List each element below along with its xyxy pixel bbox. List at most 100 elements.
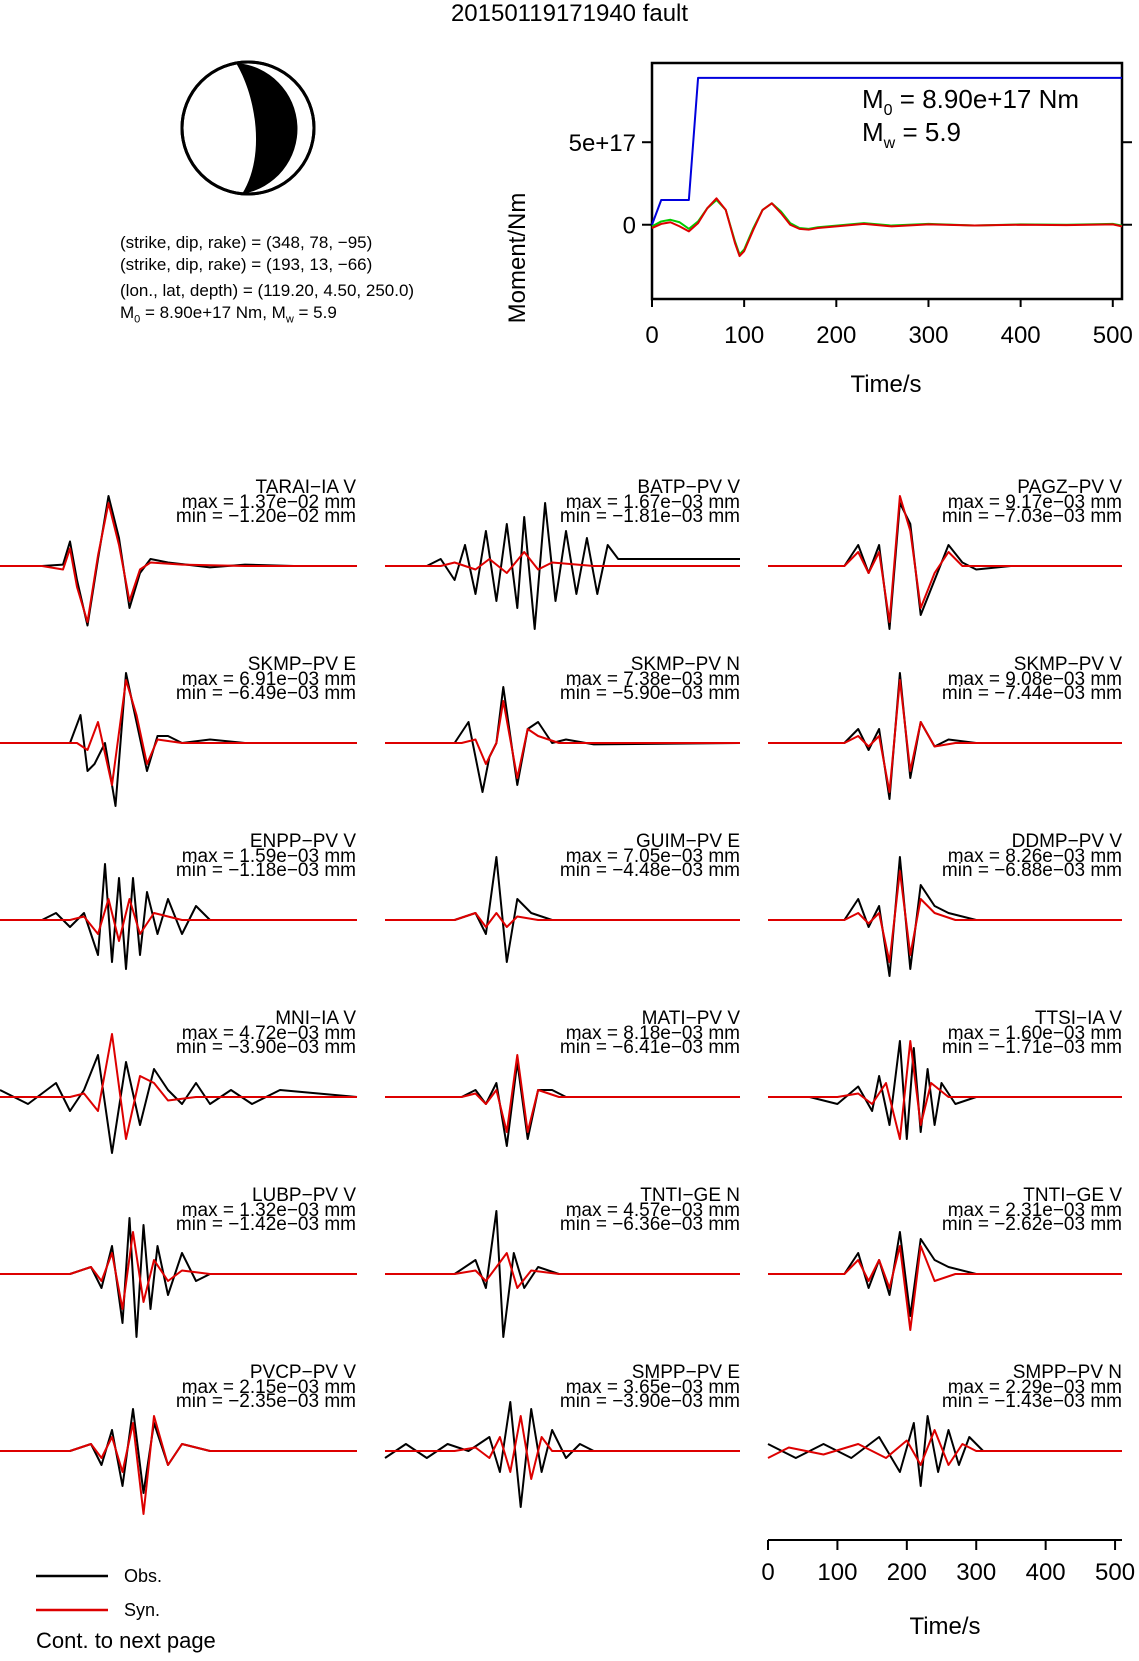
nodal-plane-1: (strike, dip, rake) = (348, 78, −95): [120, 233, 373, 252]
moment-ytick-label: 5e+17: [569, 130, 636, 157]
station-min: min = −1.18e−03 mm: [175, 860, 356, 881]
station-name: SMPP−PV N: [1012, 1362, 1122, 1383]
station-max: max = 8.26e−03 mm: [947, 846, 1122, 867]
station-name: LUBP−PV V: [251, 1185, 356, 1206]
trace-synthetic: [385, 1415, 740, 1480]
trace-synthetic: [0, 679, 357, 786]
mechanism-params: (strike, dip, rake) = (348, 78, −95) (st…: [120, 232, 414, 330]
station-max: max = 2.31e−03 mm: [947, 1200, 1122, 1221]
trace-observed: [0, 1217, 357, 1338]
station-name: TNTI−GE N: [640, 1185, 740, 1206]
station-name: MATI−PV V: [641, 1008, 740, 1029]
trace-observed: [385, 502, 740, 630]
page-title: 20150119171940 fault: [450, 0, 689, 27]
moment-xtick-label: 100: [724, 322, 764, 349]
station-name: PAGZ−PV V: [1017, 477, 1122, 498]
station-max: max = 1.37e−02 mm: [181, 492, 356, 513]
moment-series-0: [651, 76, 1122, 226]
trace-observed: [768, 502, 1122, 630]
station-min: min = −6.49e−03 mm: [175, 683, 356, 704]
focal-mechanism-beachball: [180, 60, 316, 196]
moment-xlabel: Time/s: [850, 371, 921, 398]
waveform-xtick-label: 500: [1095, 1559, 1135, 1586]
station-max: max = 4.57e−03 mm: [565, 1200, 740, 1221]
legend-syn-label: Syn.: [124, 1600, 160, 1620]
station-min: min = −1.71e−03 mm: [941, 1037, 1122, 1058]
station-max: max = 1.60e−03 mm: [947, 1023, 1122, 1044]
trace-synthetic: [385, 1252, 740, 1289]
moment-xtick-label: 200: [816, 322, 856, 349]
station-max: max = 6.91e−03 mm: [181, 669, 356, 690]
station-name: ENPP−PV V: [249, 831, 356, 852]
station-max: max = 9.08e−03 mm: [947, 669, 1122, 690]
annotation-m0: M0 = 8.90e+17 Nm: [862, 84, 1079, 119]
trace-observed: [385, 1061, 740, 1147]
station-min: min = −1.81e−03 mm: [559, 506, 740, 527]
station-name: SKMP−PV E: [247, 654, 356, 675]
trace-observed: [768, 1231, 1122, 1317]
station-name: SKMP−PV N: [630, 654, 740, 675]
trace-synthetic: [768, 495, 1122, 623]
station-min: min = −4.48e−03 mm: [559, 860, 740, 881]
waveform-xtick-label: 200: [887, 1559, 927, 1586]
trace-observed: [0, 1054, 358, 1154]
waveform-xtick-label: 300: [956, 1559, 996, 1586]
station-max: max = 3.65e−03 mm: [565, 1377, 740, 1398]
station-name: SMPP−PV E: [631, 1362, 740, 1383]
annotation-mw: Mw = 5.9: [862, 117, 961, 152]
station-name: MNI−IA V: [275, 1008, 356, 1029]
waveform-xtick-label: 400: [1026, 1559, 1066, 1586]
station-max: max = 2.29e−03 mm: [947, 1377, 1122, 1398]
station-max: max = 1.32e−03 mm: [181, 1200, 356, 1221]
moment-plot-frame: [650, 61, 1124, 301]
trace-synthetic: [767, 1429, 1122, 1466]
station-min: min = −1.43e−03 mm: [941, 1391, 1122, 1412]
station-min: min = −6.88e−03 mm: [941, 860, 1122, 881]
waveform-xlabel: Time/s: [909, 1613, 980, 1640]
station-max: max = 7.38e−03 mm: [565, 669, 740, 690]
moment-ylabel: Moment/Nm: [504, 193, 531, 324]
waveform-xtick-label: 100: [817, 1559, 857, 1586]
moment-xtick-label: 300: [908, 322, 948, 349]
trace-synthetic: [0, 1033, 357, 1140]
station-name: BATP−PV V: [637, 477, 740, 498]
trace-observed: [768, 856, 1122, 977]
station-name: DDMP−PV V: [1011, 831, 1122, 852]
trace-synthetic: [768, 1040, 1122, 1140]
station-min: min = −2.62e−03 mm: [941, 1214, 1122, 1235]
trace-synthetic: [385, 700, 740, 779]
moment-magnitude: M0 = 8.90e+17 Nm, Mw = 5.9: [120, 303, 337, 326]
trace-observed: [768, 672, 1122, 800]
station-min: min = −7.03e−03 mm: [941, 506, 1122, 527]
moment-xtick-label: 0: [645, 322, 658, 349]
location: (lon., lat, depth) = (119.20, 4.50, 250.…: [120, 281, 415, 300]
station-max: max = 8.18e−03 mm: [565, 1023, 740, 1044]
station-min: min = −3.90e−03 mm: [559, 1391, 740, 1412]
nodal-plane-2: (strike, dip, rake) = (193, 13, −66): [120, 255, 373, 274]
trace-synthetic: [0, 898, 357, 942]
station-min: min = −3.90e−03 mm: [175, 1037, 356, 1058]
station-name: TTSI−IA V: [1034, 1008, 1122, 1029]
trace-synthetic: [0, 1415, 357, 1515]
trace-synthetic: [385, 551, 740, 574]
station-min: min = −1.42e−03 mm: [175, 1214, 356, 1235]
trace-observed: [385, 1210, 740, 1338]
station-min: min = −6.41e−03 mm: [559, 1037, 740, 1058]
trace-observed: [768, 1040, 1122, 1140]
station-min: min = −7.44e−03 mm: [941, 683, 1122, 704]
